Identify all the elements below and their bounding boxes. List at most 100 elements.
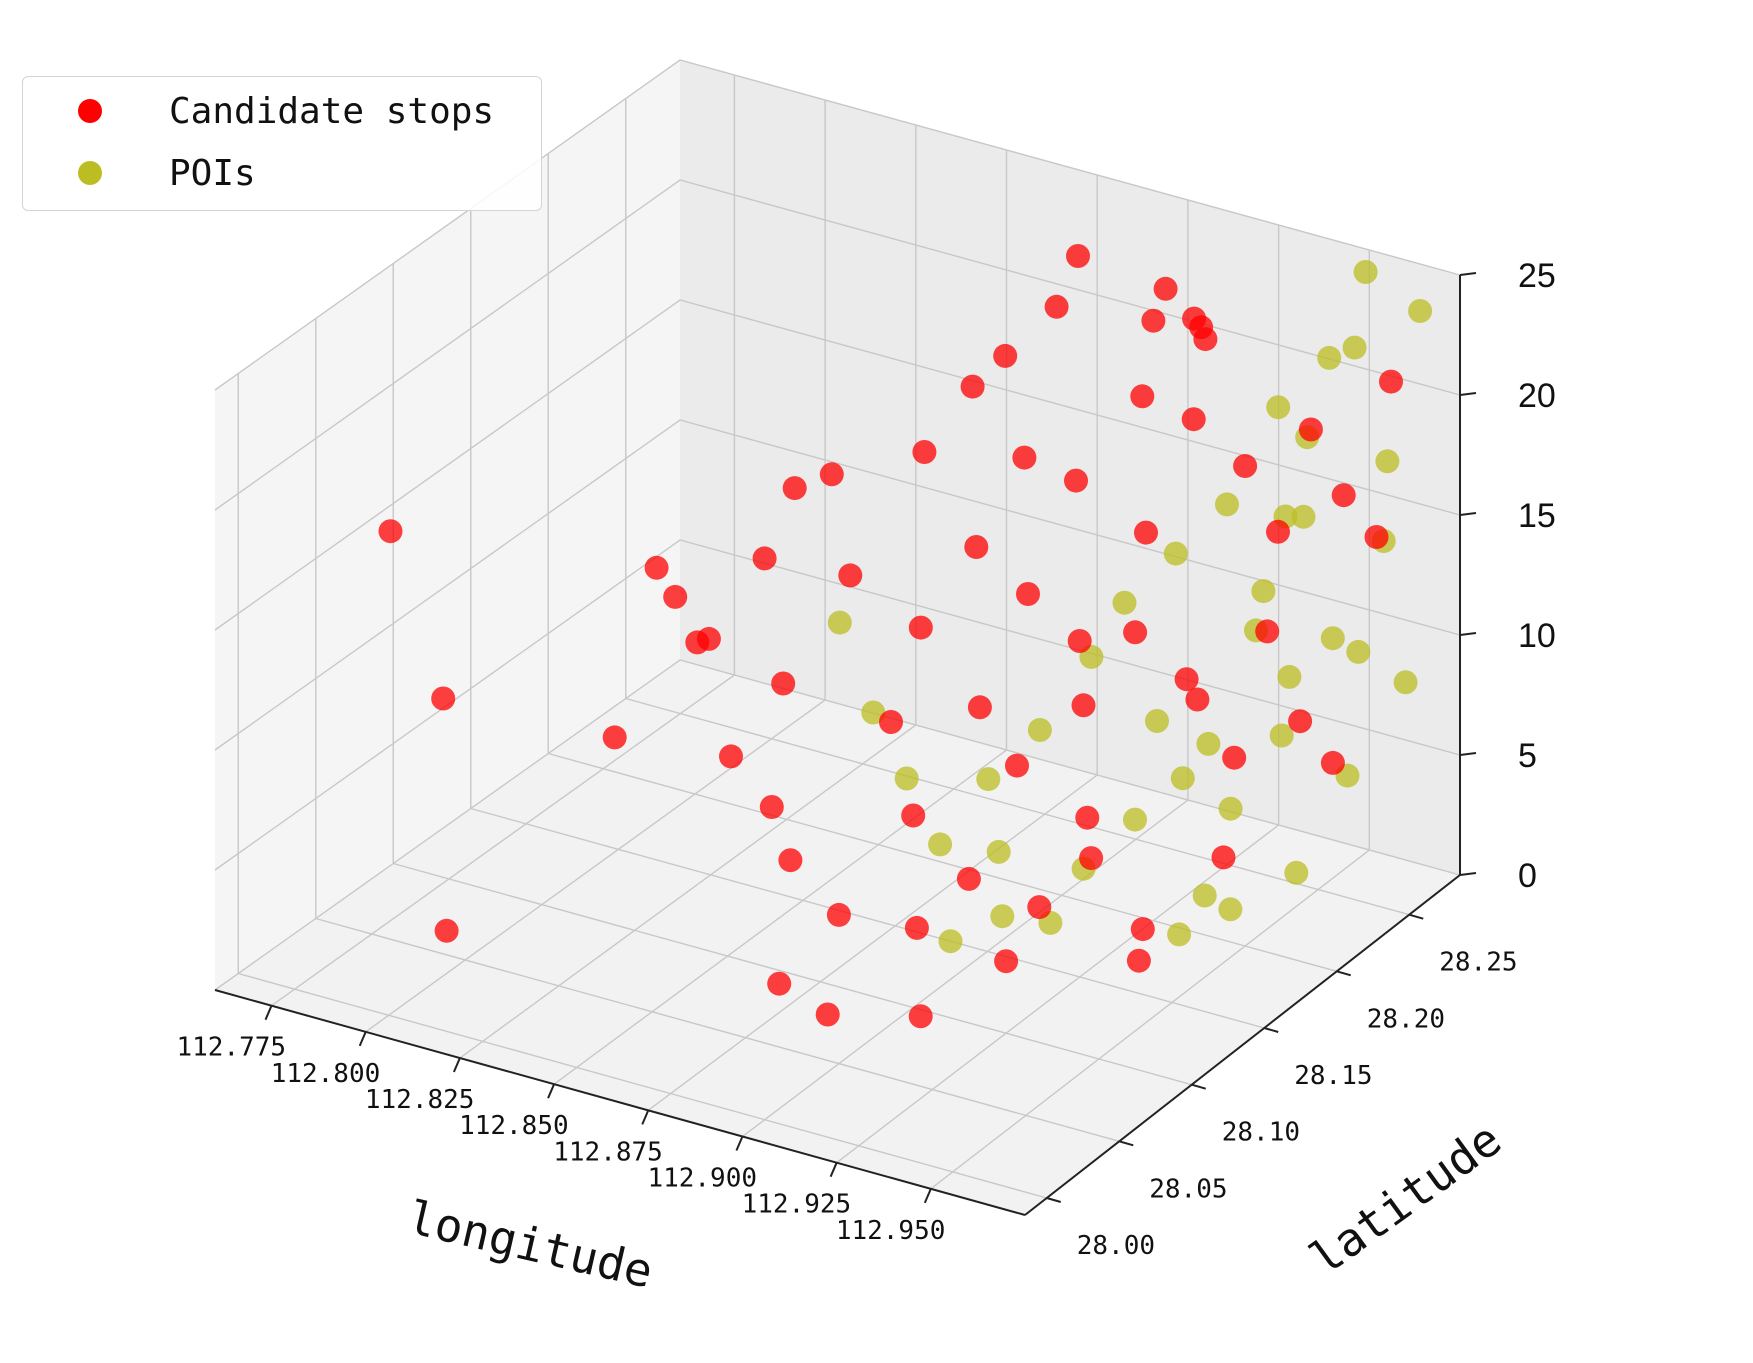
pois-marker-icon bbox=[78, 161, 102, 185]
z-tick-mark bbox=[1459, 512, 1477, 516]
candidate-stop-point bbox=[956, 866, 981, 891]
candidate-stop-point bbox=[1255, 619, 1280, 644]
y-tick-mark bbox=[1118, 1140, 1134, 1147]
poi-point bbox=[1027, 718, 1052, 742]
tick-labels: 112.775112.800112.825112.850112.875112.9… bbox=[177, 257, 1556, 1261]
poi-point bbox=[1320, 626, 1345, 651]
poi-point bbox=[1251, 579, 1276, 604]
poi-point bbox=[1167, 922, 1192, 947]
candidate-stop-point bbox=[1181, 407, 1206, 432]
x-tick-label: 112.925 bbox=[742, 1190, 852, 1220]
candidate-stop-point bbox=[1027, 895, 1052, 920]
candidate-stop-point bbox=[901, 803, 926, 828]
z-tick-mark bbox=[1459, 752, 1477, 756]
poi-point bbox=[894, 766, 919, 791]
y-tick-mark bbox=[1336, 970, 1352, 977]
poi-point bbox=[1346, 639, 1371, 664]
axis-lines bbox=[214, 272, 1477, 1216]
legend: Candidate stops POIs bbox=[22, 76, 542, 211]
poi-point bbox=[1218, 796, 1243, 821]
candidate-stop-point bbox=[993, 343, 1018, 368]
candidate-stop-point bbox=[964, 535, 989, 559]
candidate-stop-point bbox=[1266, 519, 1290, 544]
poi-point bbox=[1393, 670, 1418, 695]
z-tick-label: 10 bbox=[1518, 617, 1556, 655]
poi-point bbox=[827, 610, 852, 635]
z-gridline bbox=[214, 59, 1461, 391]
grid-lines bbox=[214, 59, 1461, 1199]
candidate-stop-point bbox=[1222, 745, 1247, 770]
candidate-stop-point bbox=[1288, 709, 1313, 734]
candidate-stop-point bbox=[994, 949, 1019, 974]
candidate-stop-point bbox=[1130, 917, 1155, 942]
candidate-stop-point bbox=[1320, 750, 1345, 775]
z-tick-mark bbox=[1459, 872, 1477, 876]
poi-point bbox=[1215, 492, 1239, 517]
poi-point bbox=[1291, 504, 1316, 529]
candidate-stop-point bbox=[1379, 369, 1403, 394]
y-tick-mark bbox=[1408, 913, 1424, 920]
poi-point bbox=[1218, 897, 1243, 922]
x-axis-line bbox=[214, 989, 1026, 1216]
candidate-stop-point bbox=[1067, 629, 1092, 653]
x-tick-label: 112.850 bbox=[459, 1111, 569, 1141]
x-tick-mark bbox=[264, 1005, 273, 1021]
candidate-stop-point bbox=[771, 671, 796, 696]
candidate-stop-point bbox=[908, 1004, 933, 1029]
poi-point bbox=[1408, 299, 1433, 323]
z-tick-label: 20 bbox=[1518, 377, 1556, 415]
y-tick-label: 28.25 bbox=[1439, 948, 1517, 978]
x-tick-label: 112.875 bbox=[553, 1137, 663, 1167]
x-tick-label: 112.825 bbox=[365, 1085, 475, 1115]
candidate-stop-point bbox=[1071, 693, 1096, 718]
poi-point bbox=[1284, 860, 1309, 885]
candidate-stop-point bbox=[1005, 753, 1029, 778]
z-tick-mark bbox=[1459, 392, 1477, 396]
poi-point bbox=[1277, 664, 1302, 689]
z-tick-label: 5 bbox=[1518, 737, 1537, 775]
candidate-stop-point bbox=[685, 630, 710, 655]
legend-label-pois: POIs bbox=[169, 153, 256, 194]
poi-point bbox=[990, 904, 1015, 929]
candidate-stop-point bbox=[879, 710, 903, 734]
poi-point bbox=[1266, 395, 1291, 420]
poi-point bbox=[1342, 335, 1367, 360]
candidate-stop-point bbox=[1141, 308, 1166, 333]
poi-point bbox=[1192, 883, 1217, 908]
poi-point bbox=[1353, 260, 1378, 284]
candidate-stop-point bbox=[1298, 417, 1323, 442]
candidate-stop-point bbox=[960, 374, 985, 399]
poi-point bbox=[1196, 731, 1221, 756]
poi-point bbox=[928, 832, 953, 857]
candidate-stop-point bbox=[1012, 445, 1037, 470]
candidate-stop-point bbox=[912, 440, 937, 464]
candidate-stop-point bbox=[1211, 845, 1236, 870]
candidate-stop-point bbox=[904, 915, 929, 940]
x-tick-label: 112.900 bbox=[647, 1164, 757, 1194]
candidate-stop-point bbox=[434, 918, 459, 943]
z-gridline bbox=[214, 299, 1461, 631]
poi-point bbox=[1163, 541, 1188, 566]
x-tick-mark bbox=[829, 1162, 838, 1178]
data-points bbox=[378, 244, 1433, 1029]
candidate-stop-point bbox=[1134, 520, 1158, 545]
left-pane bbox=[215, 60, 680, 990]
candidate-stop-point bbox=[663, 584, 688, 609]
x-tick-mark bbox=[547, 1083, 555, 1099]
x-tick-label: 112.950 bbox=[836, 1216, 946, 1246]
candidate-stop-point bbox=[778, 848, 803, 873]
candidate-stop-point bbox=[1185, 687, 1210, 712]
poi-point bbox=[1145, 709, 1169, 733]
x-tick-mark bbox=[641, 1109, 650, 1125]
poi-point bbox=[986, 839, 1011, 864]
candidate-stop-point bbox=[826, 902, 851, 927]
y-tick-mark bbox=[1046, 1197, 1062, 1203]
candidate-stop-point bbox=[644, 555, 669, 580]
x-tick-mark bbox=[358, 1031, 367, 1047]
back-pane bbox=[680, 60, 1460, 875]
poi-point bbox=[938, 929, 963, 954]
candidate-stop-point bbox=[1233, 454, 1258, 478]
candidate-stop-point bbox=[1182, 306, 1207, 331]
y-tick-label: 28.05 bbox=[1149, 1174, 1227, 1204]
